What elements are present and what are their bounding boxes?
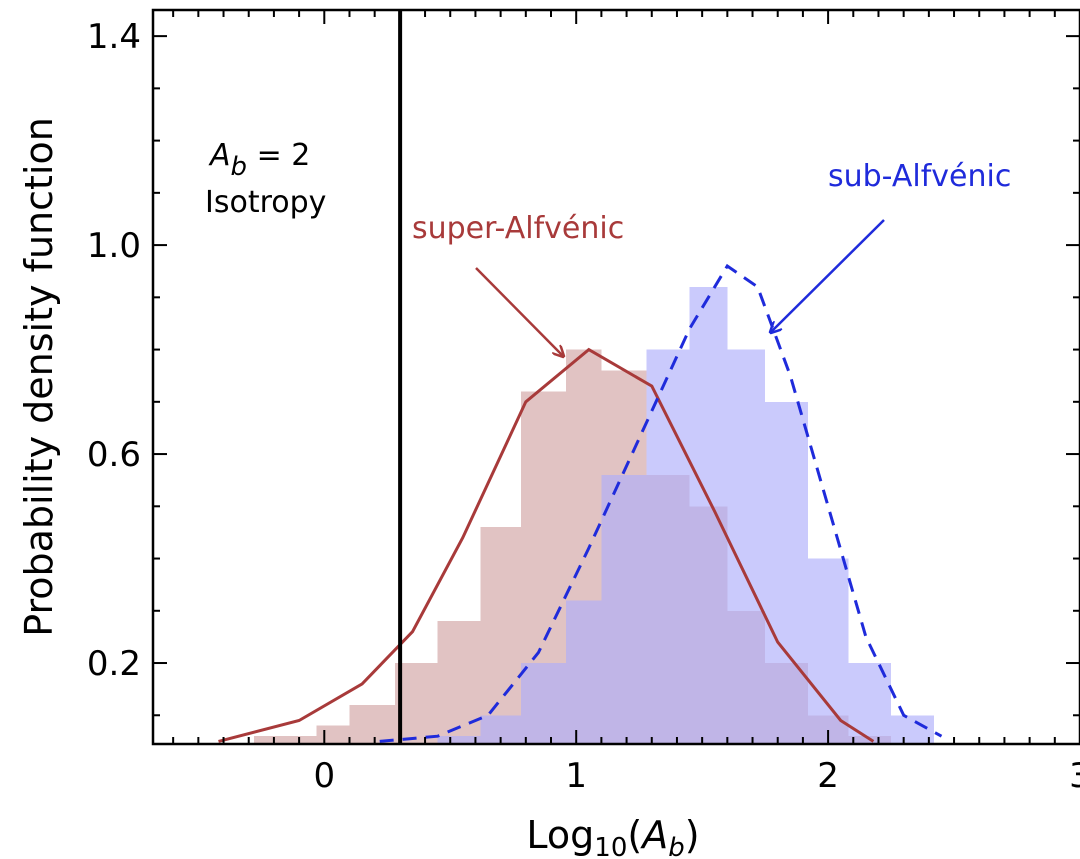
hist-bar-sub — [689, 286, 728, 744]
plot-frame — [151, 8, 1080, 746]
isotropy-label: Isotropy — [205, 185, 326, 220]
x-label-sub: 10 — [594, 833, 627, 859]
hist-bar-sub — [437, 736, 481, 744]
y-tick-label: 0.6 — [87, 435, 141, 475]
ab-equals: = 2 — [247, 138, 310, 173]
super-alfvenic-label: super-Alfvénic — [412, 211, 624, 246]
hist-bar-super — [349, 704, 395, 744]
x-label-var-sub: b — [668, 833, 685, 859]
super-alfvenic-curve — [218, 347, 875, 743]
x-tick-label: 1 — [565, 756, 587, 796]
x-tick-label: 2 — [817, 756, 839, 796]
hist-bar-super — [480, 527, 521, 744]
hist-bar-sub — [566, 600, 602, 744]
sub-alfvenic-curve — [379, 263, 943, 743]
y-tick-label: 0.2 — [87, 644, 141, 684]
super-alfvenic-arrow — [475, 267, 563, 356]
x-label-var: A — [639, 813, 668, 857]
x-label-close: ) — [685, 813, 700, 857]
x-label-log: Log — [526, 813, 594, 857]
hist-bar-sub — [727, 349, 766, 744]
x-axis-label: Log10(Ab) — [526, 813, 699, 859]
y-axis-label: Probability density function — [17, 117, 61, 637]
x-label-open: ( — [627, 813, 642, 857]
x-tick-label: 0 — [313, 756, 335, 796]
hist-bar-super — [253, 736, 317, 744]
y-tick-label: 1.0 — [87, 226, 141, 266]
hist-bar-sub — [646, 349, 690, 744]
y-tick-label: 1.4 — [87, 17, 141, 57]
ab-symbol: A — [208, 138, 231, 173]
hist-bar-sub — [807, 558, 849, 744]
ticks-layer: 0 1 2 3 0.2 0.6 1.0 1.4 — [87, 10, 1080, 796]
sub-alfvenic-arrow — [771, 219, 885, 332]
ab-subscript: b — [231, 152, 248, 182]
curve-layer — [218, 263, 943, 743]
hist-bar-sub — [520, 663, 567, 744]
hist-bar-sub — [891, 715, 934, 744]
hist-bar-sub — [765, 401, 808, 744]
histogram-layer — [253, 286, 934, 744]
hist-bar-super — [437, 621, 481, 744]
hist-bar-super — [316, 725, 350, 744]
ab-equation: Ab = 2 — [208, 138, 310, 182]
hist-bar-sub — [601, 474, 647, 744]
x-tick-label: 3 — [1069, 756, 1080, 796]
sub-alfvenic-label: sub-Alfvénic — [828, 159, 1011, 194]
